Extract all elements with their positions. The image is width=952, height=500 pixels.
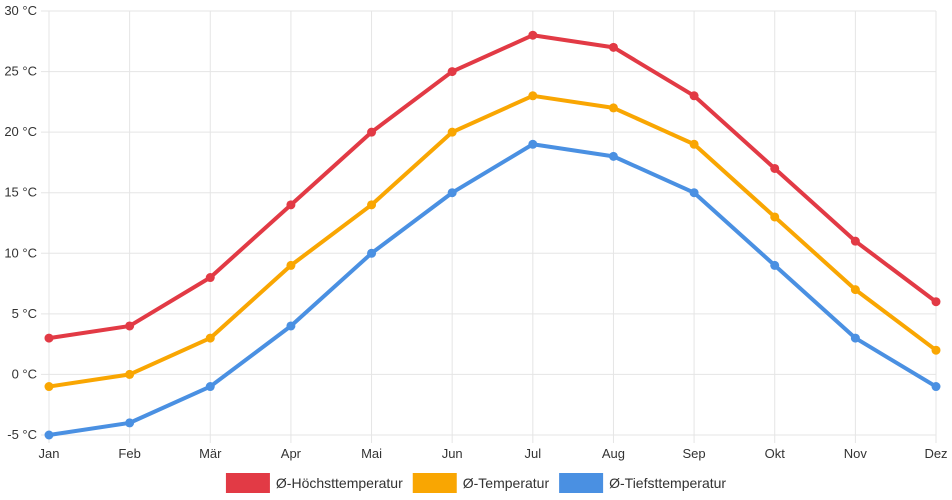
data-point[interactable]	[931, 382, 941, 392]
axis-layer: -5 °C 0 °C 5 °C 10 °C 15 °C 20 °C 25 °C 30 °C Ja…	[4, 3, 947, 461]
legend[interactable]: Ø-Höchsttemperatur Ø-Temperatur Ø-Tiefstte…	[225, 473, 726, 493]
data-point[interactable]	[770, 212, 780, 222]
series-line	[47, 33, 938, 341]
data-point[interactable]	[608, 103, 618, 113]
data-point[interactable]	[528, 30, 538, 40]
data-point[interactable]	[931, 345, 941, 355]
x-tick-label: Sep	[683, 446, 706, 461]
series-3	[44, 139, 941, 440]
data-point[interactable]	[286, 200, 296, 210]
data-point[interactable]	[689, 91, 699, 101]
data-point[interactable]	[770, 260, 780, 270]
data-point[interactable]	[367, 127, 377, 137]
data-point[interactable]	[528, 91, 538, 101]
legend-swatch	[225, 473, 270, 493]
data-point[interactable]	[528, 139, 538, 149]
data-point[interactable]	[44, 430, 54, 440]
series-layer	[44, 30, 941, 440]
data-point[interactable]	[447, 127, 457, 137]
data-point[interactable]	[770, 163, 780, 173]
data-point[interactable]	[367, 200, 377, 210]
x-tick-label: Jan	[39, 446, 60, 461]
data-point[interactable]	[447, 67, 457, 77]
grid-layer	[41, 10, 937, 443]
data-point[interactable]	[689, 139, 699, 149]
data-point[interactable]	[850, 285, 860, 295]
x-tick-label: Feb	[118, 446, 140, 461]
legend-label: Ø-Tiefsttemperatur	[609, 475, 726, 491]
series-1	[44, 30, 941, 343]
data-point[interactable]	[850, 333, 860, 343]
y-tick-label: 25 °C	[4, 64, 37, 79]
legend-swatch	[559, 473, 604, 493]
data-point[interactable]	[286, 321, 296, 331]
series-2	[44, 91, 941, 392]
data-point[interactable]	[286, 260, 296, 270]
data-point[interactable]	[447, 188, 457, 198]
series-line	[47, 93, 938, 389]
y-tick-label: 20 °C	[4, 124, 37, 139]
data-point[interactable]	[205, 382, 215, 392]
y-tick-label: 15 °C	[4, 185, 37, 200]
series-line	[47, 142, 938, 437]
data-point[interactable]	[44, 333, 54, 343]
y-tick-label: 0 °C	[12, 366, 37, 381]
y-tick-label: 5 °C	[12, 306, 37, 321]
data-point[interactable]	[205, 333, 215, 343]
y-tick-label: -5 °C	[7, 427, 37, 442]
legend-label: Ø-Höchsttemperatur	[276, 475, 403, 491]
legend-label: Ø-Temperatur	[463, 475, 550, 491]
y-tick-label: 30 °C	[4, 3, 37, 18]
x-tick-label: Mär	[199, 446, 222, 461]
data-point[interactable]	[367, 248, 377, 258]
x-tick-label: Mai	[361, 446, 382, 461]
data-point[interactable]	[931, 297, 941, 307]
data-point[interactable]	[125, 369, 135, 379]
data-point[interactable]	[205, 273, 215, 283]
data-point[interactable]	[689, 188, 699, 198]
data-point[interactable]	[850, 236, 860, 246]
x-tick-label: Okt	[765, 446, 786, 461]
legend-swatch	[412, 473, 457, 493]
legend-item[interactable]: Ø-Tiefsttemperatur	[559, 473, 726, 493]
x-tick-label: Aug	[602, 446, 625, 461]
data-point[interactable]	[125, 418, 135, 428]
x-tick-label: Apr	[281, 446, 302, 461]
legend-item[interactable]: Ø-Höchsttemperatur	[225, 473, 403, 493]
x-tick-label: Dez	[924, 446, 947, 461]
x-tick-label: Nov	[844, 446, 868, 461]
data-point[interactable]	[608, 42, 618, 52]
legend-item[interactable]: Ø-Temperatur	[412, 473, 550, 493]
data-point[interactable]	[608, 151, 618, 161]
x-tick-label: Jun	[442, 446, 463, 461]
data-point[interactable]	[125, 321, 135, 331]
data-point[interactable]	[44, 382, 54, 392]
x-tick-label: Jul	[525, 446, 542, 461]
y-tick-label: 10 °C	[4, 245, 37, 260]
